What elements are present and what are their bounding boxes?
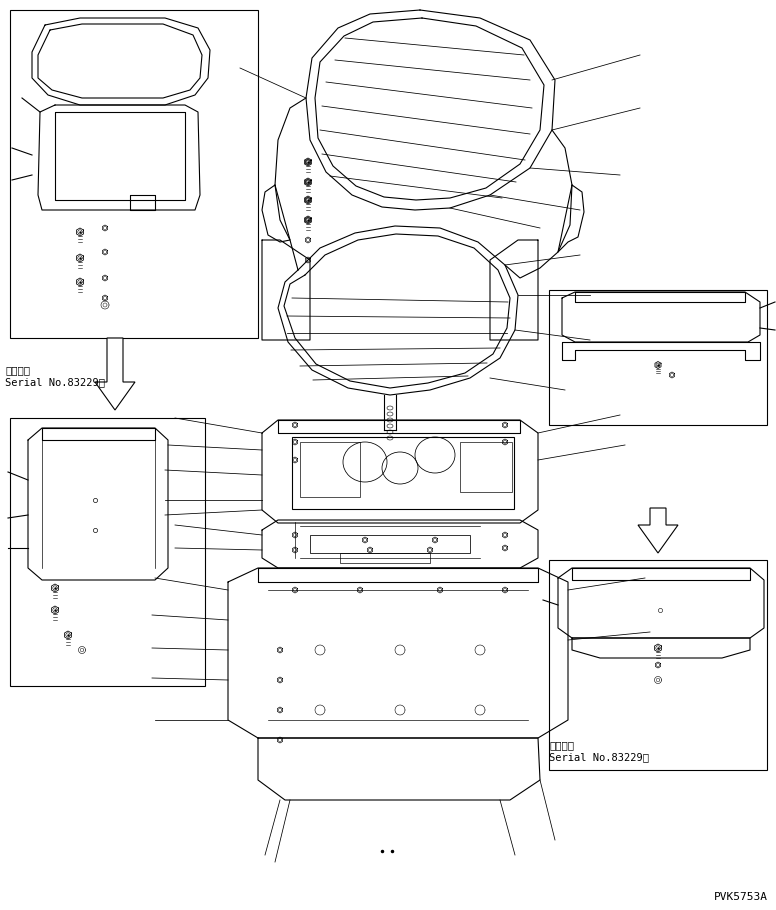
- Bar: [460, 442, 512, 492]
- Polygon shape: [638, 508, 678, 553]
- Text: 適用号機: 適用号機: [5, 365, 30, 375]
- Polygon shape: [95, 338, 135, 410]
- Bar: [10, 10, 258, 338]
- Bar: [10, 418, 205, 686]
- Text: 適用号機: 適用号機: [549, 740, 574, 750]
- Bar: [549, 560, 767, 770]
- Bar: [549, 290, 767, 425]
- Bar: [340, 553, 430, 563]
- Text: PVK5753A: PVK5753A: [714, 892, 768, 902]
- Text: Serial No.83229～: Serial No.83229～: [5, 377, 105, 387]
- Bar: [310, 535, 470, 553]
- Bar: [292, 437, 514, 509]
- Bar: [300, 442, 360, 497]
- Text: Serial No.83229～: Serial No.83229～: [549, 752, 649, 762]
